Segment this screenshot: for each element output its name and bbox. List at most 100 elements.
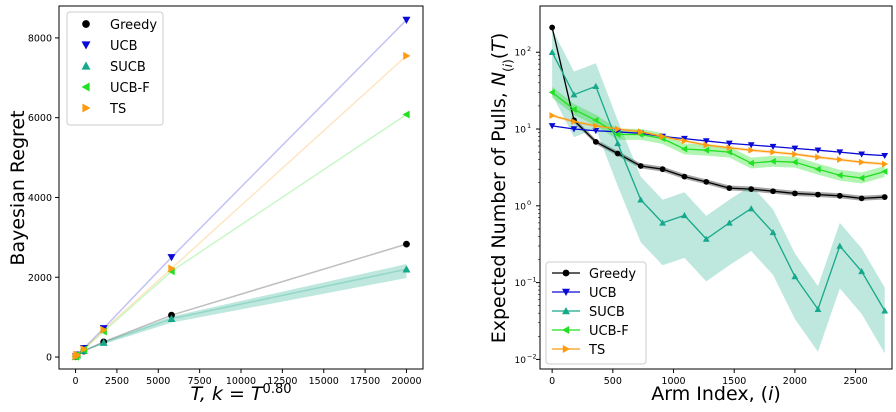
right-point-ts [549, 112, 556, 119]
left-legend-label-ucb-f: UCB-F [110, 81, 150, 96]
right-point-ucb-f [702, 146, 710, 154]
right-point-ucb [592, 128, 600, 135]
left-legend-marker-greedy [82, 20, 90, 28]
right-y-tick-exponent: −1 [527, 276, 537, 284]
left-point-sucb [99, 338, 108, 346]
right-point-ts [659, 133, 666, 140]
left-legend: Greedy UCB SUCB UCB-F TS [66, 11, 164, 126]
right-point-sucb [814, 305, 822, 312]
right-y-tick-label: 10 [515, 49, 527, 59]
right-point-ucb-f [791, 158, 798, 166]
right-point-greedy [681, 173, 688, 180]
right-point-sucb [681, 212, 688, 219]
right-point-ucb-f [881, 168, 888, 175]
left-x-tick-label: 15000 [309, 376, 339, 387]
left-point-ts [168, 264, 176, 273]
right-point-ucb-f [747, 159, 754, 167]
right-legend-marker-sucb [562, 307, 570, 315]
left-y-ticks: 0 2000 4000 6000 8000 [28, 33, 59, 364]
right-point-ucb-f [681, 145, 688, 153]
left-legend-label-sucb: SUCB [110, 60, 146, 75]
right-point-greedy [748, 186, 755, 193]
left-x-tick-label: 17500 [350, 376, 380, 387]
right-point-sucb [592, 82, 600, 90]
right-point-ucb-f [570, 106, 577, 113]
right-point-ucb [681, 135, 688, 143]
right-band-ucb-f [552, 86, 885, 184]
right-point-greedy [792, 190, 798, 197]
right-point-sucb [769, 229, 777, 236]
left-legend-marker-ts [82, 103, 91, 113]
right-point-ts [881, 160, 889, 168]
right-point-sucb [702, 235, 710, 242]
right-point-ts [792, 150, 799, 158]
right-series-markers [548, 24, 889, 314]
right-y-tick-label: 10 [515, 202, 527, 212]
right-legend-label-ucb-f: UCB-F [589, 324, 629, 339]
right-point-sucb [614, 139, 622, 147]
left-y-tick-label: 8000 [28, 33, 52, 44]
right-y-tick-label: 10 [515, 279, 527, 289]
right-point-ts [837, 156, 844, 163]
right-legend-marker-greedy [562, 269, 570, 277]
right-legend-label-ucb: UCB [589, 286, 617, 301]
right-x-axis-label: Arm Index, (i) [651, 383, 781, 405]
left-point-ts [80, 345, 88, 354]
right-point-ts [748, 146, 755, 154]
left-y-tick-label: 0 [46, 353, 52, 364]
right-y-tick-exponent: 0 [527, 199, 531, 207]
right-point-sucb [858, 267, 866, 275]
right-x-tick-label: 1500 [722, 376, 746, 387]
right-point-ts [815, 153, 822, 161]
right-point-ucb [702, 138, 710, 145]
right-point-ucb-f [614, 131, 621, 138]
right-x-tick-label: 500 [604, 376, 622, 387]
right-legend-marker-ucb-f [562, 326, 570, 334]
right-point-sucb [881, 307, 889, 314]
right-point-ts [726, 144, 733, 152]
right-point-greedy [726, 185, 733, 192]
right-y-tick-label: 10 [515, 126, 527, 136]
right-y-tick-exponent: 1 [527, 122, 531, 130]
right-point-ucb [814, 147, 822, 154]
left-legend-marker-ucb [81, 41, 91, 50]
right-x-tick-label: 1000 [661, 376, 685, 387]
right-point-ucb-f [592, 116, 599, 124]
right-legend-box [545, 261, 647, 365]
right-y-axis-label: Expected Number of Pulls, N(i)(T) [488, 33, 515, 344]
left-legend-marker-ucb-f [81, 82, 90, 92]
right-point-ts [681, 137, 688, 145]
right-point-ucb [836, 149, 844, 156]
right-line-ts [551, 114, 885, 165]
right-point-ucb-f [769, 157, 776, 165]
right-point-ts [703, 141, 710, 149]
right-point-sucb [548, 48, 556, 55]
left-x-tick-label: 20000 [391, 376, 421, 387]
left-line-ucb-f [75, 113, 407, 358]
right-line-ucb [552, 125, 885, 157]
left-point-ucb [167, 254, 176, 262]
right-point-ts [593, 122, 600, 130]
right-series-lines [551, 27, 886, 312]
left-y-tick-label: 6000 [28, 113, 52, 124]
right-point-sucb [659, 219, 666, 226]
left-x-tick-label: 10000 [226, 376, 256, 387]
right-x-tick-label: 0 [549, 376, 555, 387]
left-point-ucb [402, 16, 411, 24]
right-point-ts [858, 158, 866, 166]
left-legend-label-ucb: UCB [110, 39, 138, 54]
left-point-greedy [403, 240, 410, 248]
right-point-ts [770, 148, 777, 156]
right-point-sucb [791, 273, 799, 280]
right-point-sucb [747, 205, 755, 212]
right-point-sucb [725, 219, 733, 226]
left-legend-label-ts: TS [109, 102, 126, 117]
right-y-tick-exponent: −2 [527, 352, 537, 360]
right-point-ts [571, 118, 578, 125]
right-point-ucb [548, 123, 556, 130]
right-point-sucb [570, 91, 578, 98]
right-band-sucb [552, 29, 885, 354]
right-point-greedy [614, 150, 621, 157]
right-point-sucb [637, 196, 645, 203]
